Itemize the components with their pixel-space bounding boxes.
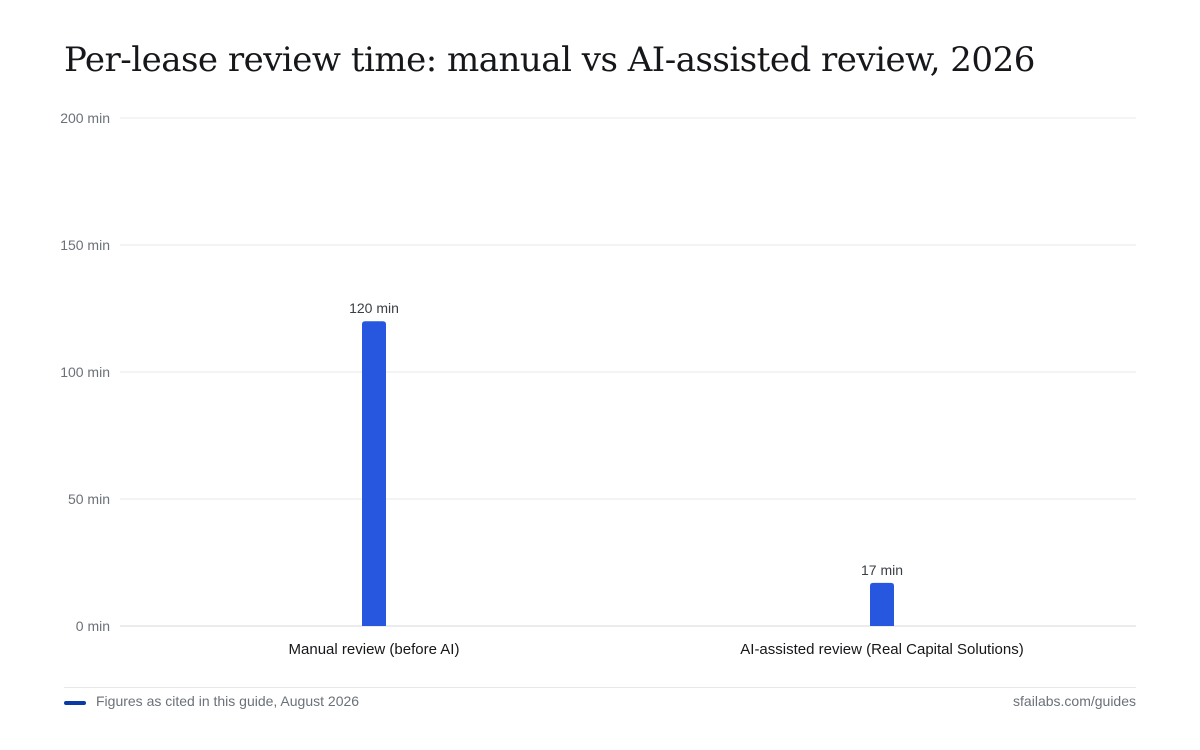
footer-note: Figures as cited in this guide, August 2… [96, 693, 360, 709]
y-tick-label: 0 min [76, 618, 110, 634]
y-tick-label: 150 min [60, 237, 110, 253]
chart-title: Per-lease review time: manual vs AI-assi… [64, 40, 1035, 80]
footer-swatch [64, 701, 86, 705]
y-tick-label: 200 min [60, 110, 110, 126]
data-label: 120 min [349, 300, 399, 316]
footer-source: sfailabs.com/guides [1013, 693, 1136, 709]
data-label: 17 min [861, 562, 903, 578]
x-category-label: AI-assisted review (Real Capital Solutio… [740, 641, 1023, 658]
bar [870, 582, 894, 626]
x-category-label: Manual review (before AI) [289, 641, 460, 658]
bar [362, 321, 386, 626]
y-tick-label: 50 min [68, 491, 110, 507]
footer-divider [64, 687, 1136, 688]
y-tick-label: 100 min [60, 364, 110, 380]
